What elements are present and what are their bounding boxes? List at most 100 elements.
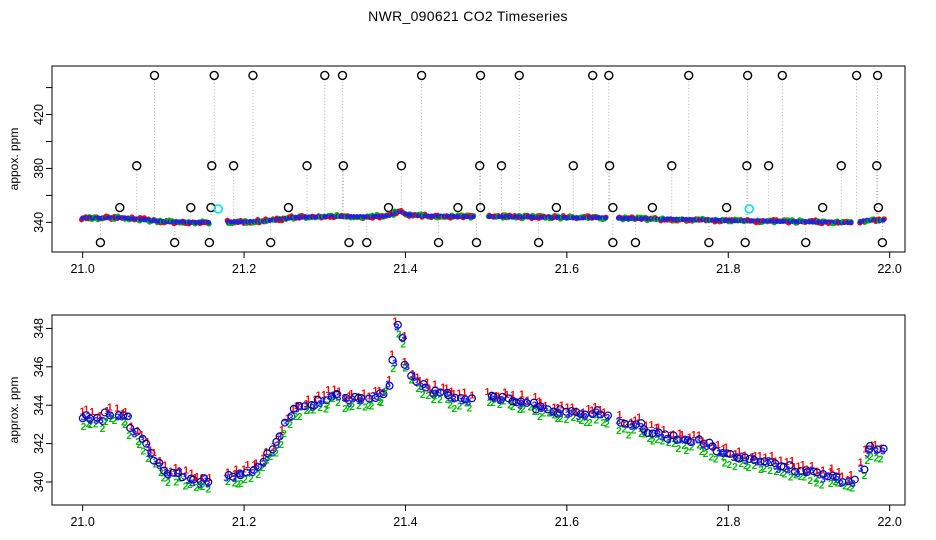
pt-series2: 2 — [564, 415, 570, 426]
pt-series1: 1 — [809, 461, 815, 472]
pt-series1: 1 — [727, 449, 733, 460]
band-point-blue — [848, 219, 854, 226]
pt-circle — [860, 465, 869, 474]
pt-series2: 2 — [828, 479, 834, 490]
pt-series2: 2 — [356, 401, 362, 412]
pt-series3: 3 — [648, 429, 654, 440]
pt-series1: 1 — [424, 378, 430, 389]
pt-circle — [147, 449, 156, 458]
pt-series1: 1 — [114, 403, 120, 414]
pt-series2: 2 — [510, 402, 516, 413]
pt-series2: 2 — [517, 405, 523, 416]
pt-series2: 2 — [378, 398, 384, 409]
spike-circle-marker — [149, 70, 160, 81]
pt-series3: 3 — [576, 412, 582, 423]
pt-series1: 1 — [778, 456, 784, 467]
pt-series2: 2 — [402, 363, 408, 374]
spike-circle-marker — [302, 161, 312, 171]
pt-series2: 2 — [541, 409, 547, 420]
pt-series1: 1 — [773, 456, 779, 467]
pt-series2: 2 — [464, 398, 470, 409]
pt-series2: 2 — [631, 425, 637, 436]
pt-series1: 1 — [303, 399, 309, 410]
pt-series1: 1 — [381, 388, 387, 399]
pt-circle — [553, 409, 562, 418]
pt-series1: 1 — [285, 414, 291, 425]
pt-series2: 2 — [583, 418, 589, 429]
spike-circle-marker — [186, 202, 196, 213]
pt-series2: 2 — [846, 483, 852, 494]
pt-series3: 3 — [392, 358, 398, 369]
pt-series3: 3 — [223, 474, 229, 485]
pt-series1: 1 — [691, 430, 697, 441]
pt-circle — [400, 360, 409, 369]
pt-series2: 2 — [409, 376, 415, 387]
pt-series2: 2 — [362, 402, 368, 413]
pt-series1: 1 — [377, 386, 383, 397]
pt-series3: 3 — [766, 456, 772, 467]
pt-series1: 1 — [402, 357, 408, 368]
pt-circle — [699, 439, 708, 448]
pt-series3: 3 — [239, 469, 245, 480]
pt-circle — [242, 468, 251, 477]
pt-series2: 2 — [323, 404, 329, 415]
pt-series1: 1 — [162, 461, 168, 472]
pt-series1: 1 — [715, 440, 721, 451]
pt-series3: 3 — [655, 430, 661, 441]
pt-series3: 3 — [820, 475, 826, 486]
pt-series1: 1 — [757, 451, 763, 462]
pt-circle — [287, 412, 296, 421]
spike-circle-marker — [817, 202, 828, 213]
spike-circle-marker — [475, 202, 486, 213]
pt-series1: 1 — [192, 473, 198, 484]
pt-series1: 1 — [97, 411, 103, 422]
pt-series2: 2 — [420, 390, 426, 401]
pt-series2: 2 — [666, 438, 672, 449]
spike-circle-marker — [496, 161, 507, 171]
pt-series3: 3 — [357, 396, 363, 407]
pt-series1: 1 — [839, 472, 845, 483]
x-tick-label: 21.6 — [555, 515, 579, 529]
pt-circle — [322, 396, 331, 405]
pt-series3: 3 — [145, 443, 151, 454]
pt-circle — [723, 449, 732, 458]
pt-series3: 3 — [874, 447, 880, 458]
pt-series1: 1 — [145, 437, 151, 448]
pt-series1: 1 — [373, 386, 379, 397]
pt-circle — [620, 419, 629, 428]
pt-series2: 2 — [528, 403, 534, 414]
pt-series1: 1 — [366, 391, 372, 402]
pt-series2: 2 — [330, 394, 336, 405]
pt-series2: 2 — [782, 470, 788, 481]
pt-series3: 3 — [177, 467, 183, 478]
pt-series2: 2 — [273, 449, 279, 460]
pt-series1: 1 — [814, 467, 820, 478]
pt-series1: 1 — [462, 387, 468, 398]
spike-circle-marker — [204, 237, 215, 248]
y-tick-label: 342 — [32, 433, 46, 454]
pt-circle — [456, 393, 465, 402]
pt-series3: 3 — [424, 384, 430, 395]
spike-circle-marker — [396, 161, 407, 171]
pt-circle — [771, 459, 780, 468]
pt-series1: 1 — [89, 407, 95, 418]
pt-series1: 1 — [636, 413, 642, 424]
pt-series1: 1 — [107, 403, 113, 414]
pt-series1: 1 — [189, 469, 195, 480]
pt-circle — [873, 445, 882, 454]
pt-series2: 2 — [350, 402, 356, 413]
pt-series2: 2 — [761, 464, 767, 475]
pt-circle — [572, 408, 581, 417]
pt-series2: 2 — [307, 406, 313, 417]
pt-series2: 2 — [638, 429, 644, 440]
pt-series3: 3 — [629, 422, 635, 433]
pt-series2: 2 — [165, 478, 171, 489]
pt-series2: 2 — [383, 387, 389, 398]
pt-circle — [268, 445, 277, 454]
pt-series1: 1 — [493, 391, 499, 402]
band-point-blue — [205, 219, 212, 226]
band-point-blue — [880, 217, 886, 223]
pt-series1: 1 — [629, 417, 635, 428]
pt-series1: 1 — [532, 392, 538, 403]
